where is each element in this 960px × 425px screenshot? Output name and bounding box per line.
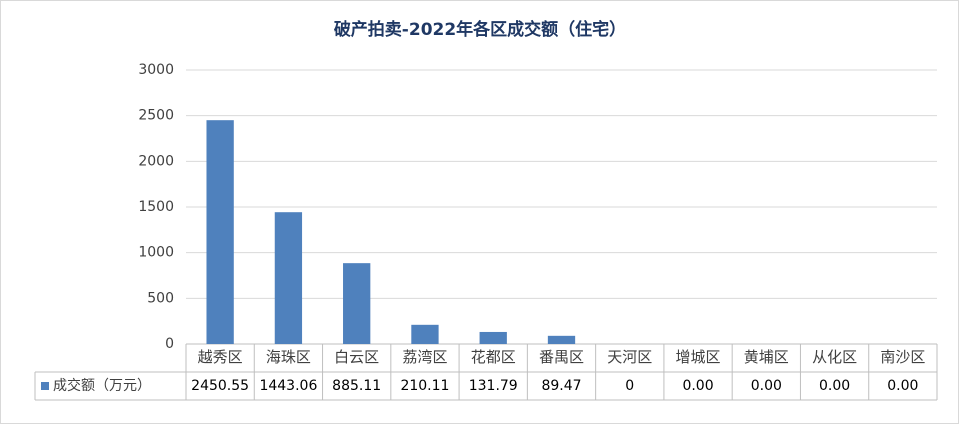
x-tick-label: 增城区	[676, 348, 721, 366]
y-tick-label: 3000	[138, 62, 174, 78]
y-tick-label: 1500	[138, 199, 174, 215]
value-label: 0.00	[819, 378, 850, 394]
value-label: 885.11	[332, 378, 381, 394]
y-tick-label: 2000	[138, 153, 174, 169]
value-label: 0.00	[682, 378, 713, 394]
x-tick-label: 黄埔区	[744, 348, 789, 366]
x-tick-label: 番禺区	[539, 348, 584, 366]
x-tick-label: 花都区	[471, 348, 516, 366]
x-tick-label: 越秀区	[198, 348, 243, 366]
x-tick-label: 白云区	[334, 348, 379, 366]
value-label: 0.00	[751, 378, 782, 394]
bar	[411, 324, 439, 344]
x-tick-label: 天河区	[607, 348, 652, 366]
y-tick-label: 1000	[138, 245, 174, 261]
value-label: 0.00	[887, 378, 918, 394]
x-tick-label: 荔湾区	[402, 348, 447, 366]
x-tick-label: 南沙区	[880, 348, 925, 366]
bar	[206, 120, 234, 344]
value-label: 0	[625, 378, 634, 394]
bar	[343, 263, 371, 344]
value-label: 2450.55	[191, 378, 249, 394]
x-tick-label: 从化区	[812, 348, 857, 366]
y-tick-label: 500	[147, 290, 174, 306]
y-tick-label: 2500	[138, 108, 174, 124]
legend-swatch	[41, 382, 49, 390]
bar	[547, 335, 576, 344]
value-label: 210.11	[400, 378, 449, 394]
value-label: 131.79	[469, 378, 518, 394]
chart-title: 破产拍卖-2022年各区成交额（住宅）	[334, 19, 626, 40]
bar	[274, 212, 303, 344]
x-tick-label: 海珠区	[266, 348, 311, 366]
value-label: 89.47	[541, 378, 581, 394]
bar	[479, 331, 507, 344]
y-tick-label: 0	[165, 336, 174, 352]
legend-label: 成交额（万元）	[53, 377, 151, 394]
value-label: 1443.06	[259, 378, 317, 394]
